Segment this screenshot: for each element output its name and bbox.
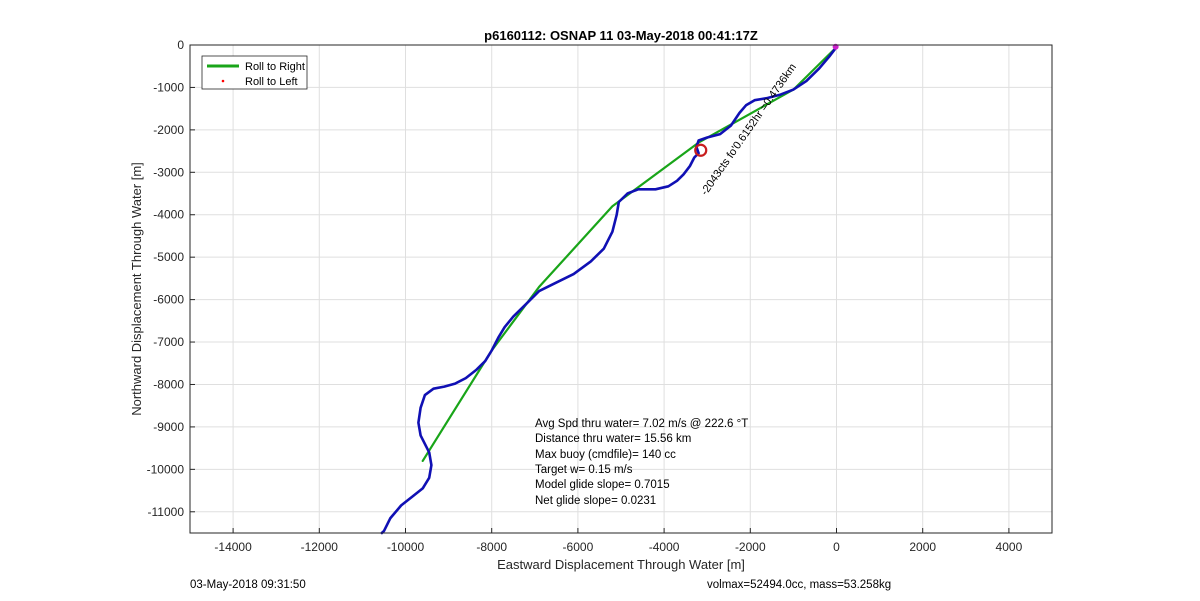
y-tick-label: -9000 <box>153 420 184 434</box>
stats-block: Avg Spd thru water= 7.02 m/s @ 222.6 °T … <box>535 418 748 507</box>
y-tick-label: -2000 <box>153 123 184 137</box>
y-tick-label: -4000 <box>153 208 184 222</box>
stats-line-model-glide: Model glide slope= 0.7015 <box>535 479 670 491</box>
y-tick-label: -10000 <box>147 462 185 476</box>
footer-timestamp: 03-May-2018 09:31:50 <box>190 579 306 591</box>
legend: Roll to Right Roll to Left <box>201 55 308 90</box>
x-tick-label: -12000 <box>301 540 339 554</box>
plot-frame <box>189 44 1053 534</box>
stats-line-distance: Distance thru water= 15.56 km <box>535 433 691 445</box>
y-tick-label: -8000 <box>153 377 184 391</box>
stats-line-avg-speed: Avg Spd thru water= 7.02 m/s @ 222.6 °T <box>535 418 748 430</box>
x-tick-label: 4000 <box>996 540 1023 554</box>
grid <box>190 44 1052 533</box>
chart-title: p6160112: OSNAP 11 03-May-2018 00:41:17Z <box>484 28 758 43</box>
y-tick-label: -3000 <box>153 165 184 179</box>
y-axis-ticks: 0 -1000 -2000 -3000 -4000 -5000 -6000 -7000 -800… <box>147 38 195 519</box>
y-tick-label: 0 <box>177 38 184 52</box>
legend-label-roll-left: Roll to Left <box>245 76 298 88</box>
footer-volmax-mass: volmax=52494.0cc, mass=53.258kg <box>707 579 891 591</box>
y-tick-label: -7000 <box>153 335 184 349</box>
y-tick-label: -11000 <box>148 505 185 519</box>
stats-line-net-glide: Net glide slope= 0.0231 <box>535 495 656 507</box>
x-tick-label: -4000 <box>649 540 680 554</box>
y-tick-label: -1000 <box>153 80 184 94</box>
x-tick-label: -2000 <box>735 540 766 554</box>
target-circle-marker <box>694 143 708 157</box>
y-tick-label: -5000 <box>153 250 184 264</box>
series-layer <box>380 45 838 535</box>
x-tick-label: -10000 <box>387 540 425 554</box>
x-tick-label: -14000 <box>214 540 252 554</box>
legend-box <box>201 55 308 90</box>
x-tick-label: 2000 <box>909 540 936 554</box>
legend-label-roll-right: Roll to Right <box>245 61 305 73</box>
y-tick-label: -6000 <box>153 293 184 307</box>
stats-line-target-w: Target w= 0.15 m/s <box>535 464 633 476</box>
plot-area <box>190 45 1052 533</box>
x-tick-label: -8000 <box>476 540 507 554</box>
y-axis-label: Northward Displacement Through Water [m] <box>129 162 144 416</box>
x-axis-ticks: -14000 -12000 -10000 -8000 -6000 -4000 -2000 0 2… <box>214 528 1023 554</box>
x-axis-label: Eastward Displacement Through Water [m] <box>497 557 745 572</box>
x-tick-label: -6000 <box>563 540 594 554</box>
legend-dot-roll-left <box>221 79 225 83</box>
series-line-track <box>380 45 838 535</box>
x-tick-label: 0 <box>833 540 840 554</box>
stats-line-max-buoy: Max buoy (cmdfile)= 140 cc <box>535 449 676 461</box>
